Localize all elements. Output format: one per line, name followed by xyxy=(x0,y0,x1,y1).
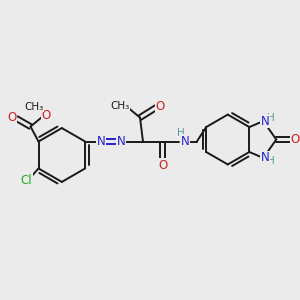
Text: O: O xyxy=(158,159,168,172)
Text: H: H xyxy=(267,156,275,166)
Text: CH₃: CH₃ xyxy=(24,102,43,112)
Text: H: H xyxy=(267,113,275,123)
Text: N: N xyxy=(117,135,125,148)
Text: CH₃: CH₃ xyxy=(110,100,130,111)
Text: N: N xyxy=(181,135,189,148)
Text: N: N xyxy=(261,152,270,164)
Text: Cl: Cl xyxy=(21,174,32,187)
Text: O: O xyxy=(7,111,16,124)
Text: N: N xyxy=(261,115,270,128)
Text: N: N xyxy=(97,135,106,148)
Text: H: H xyxy=(177,128,185,137)
Text: O: O xyxy=(291,133,300,146)
Text: O: O xyxy=(42,109,51,122)
Text: O: O xyxy=(155,100,165,113)
